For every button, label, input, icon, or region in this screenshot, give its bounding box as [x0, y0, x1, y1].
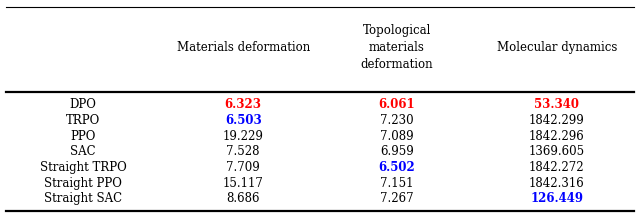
Text: TRPO: TRPO: [66, 114, 100, 127]
Text: 126.449: 126.449: [531, 192, 583, 205]
Text: 7.230: 7.230: [380, 114, 413, 127]
Text: 1842.296: 1842.296: [529, 129, 585, 143]
Text: Straight PPO: Straight PPO: [44, 177, 122, 190]
Text: 15.117: 15.117: [223, 177, 264, 190]
Text: 1842.299: 1842.299: [529, 114, 585, 127]
Text: 8.686: 8.686: [227, 192, 260, 205]
Text: 7.151: 7.151: [380, 177, 413, 190]
Text: 7.267: 7.267: [380, 192, 413, 205]
Text: PPO: PPO: [70, 129, 96, 143]
Text: Molecular dynamics: Molecular dynamics: [497, 41, 617, 54]
Text: 7.089: 7.089: [380, 129, 413, 143]
Text: 1842.272: 1842.272: [529, 161, 584, 174]
Text: 19.229: 19.229: [223, 129, 264, 143]
Text: Topological
materials
deformation: Topological materials deformation: [360, 24, 433, 72]
Text: SAC: SAC: [70, 145, 96, 158]
Text: 1369.605: 1369.605: [529, 145, 585, 158]
Text: 6.503: 6.503: [225, 114, 262, 127]
Text: 6.323: 6.323: [225, 98, 262, 111]
Text: DPO: DPO: [70, 98, 97, 111]
Text: 1842.316: 1842.316: [529, 177, 585, 190]
Text: Straight SAC: Straight SAC: [44, 192, 122, 205]
Text: 7.709: 7.709: [227, 161, 260, 174]
Text: Materials deformation: Materials deformation: [177, 41, 310, 54]
Text: 53.340: 53.340: [534, 98, 579, 111]
Text: 6.061: 6.061: [378, 98, 415, 111]
Text: 6.502: 6.502: [378, 161, 415, 174]
Text: 6.959: 6.959: [380, 145, 413, 158]
Text: Straight TRPO: Straight TRPO: [40, 161, 127, 174]
Text: 7.528: 7.528: [227, 145, 260, 158]
